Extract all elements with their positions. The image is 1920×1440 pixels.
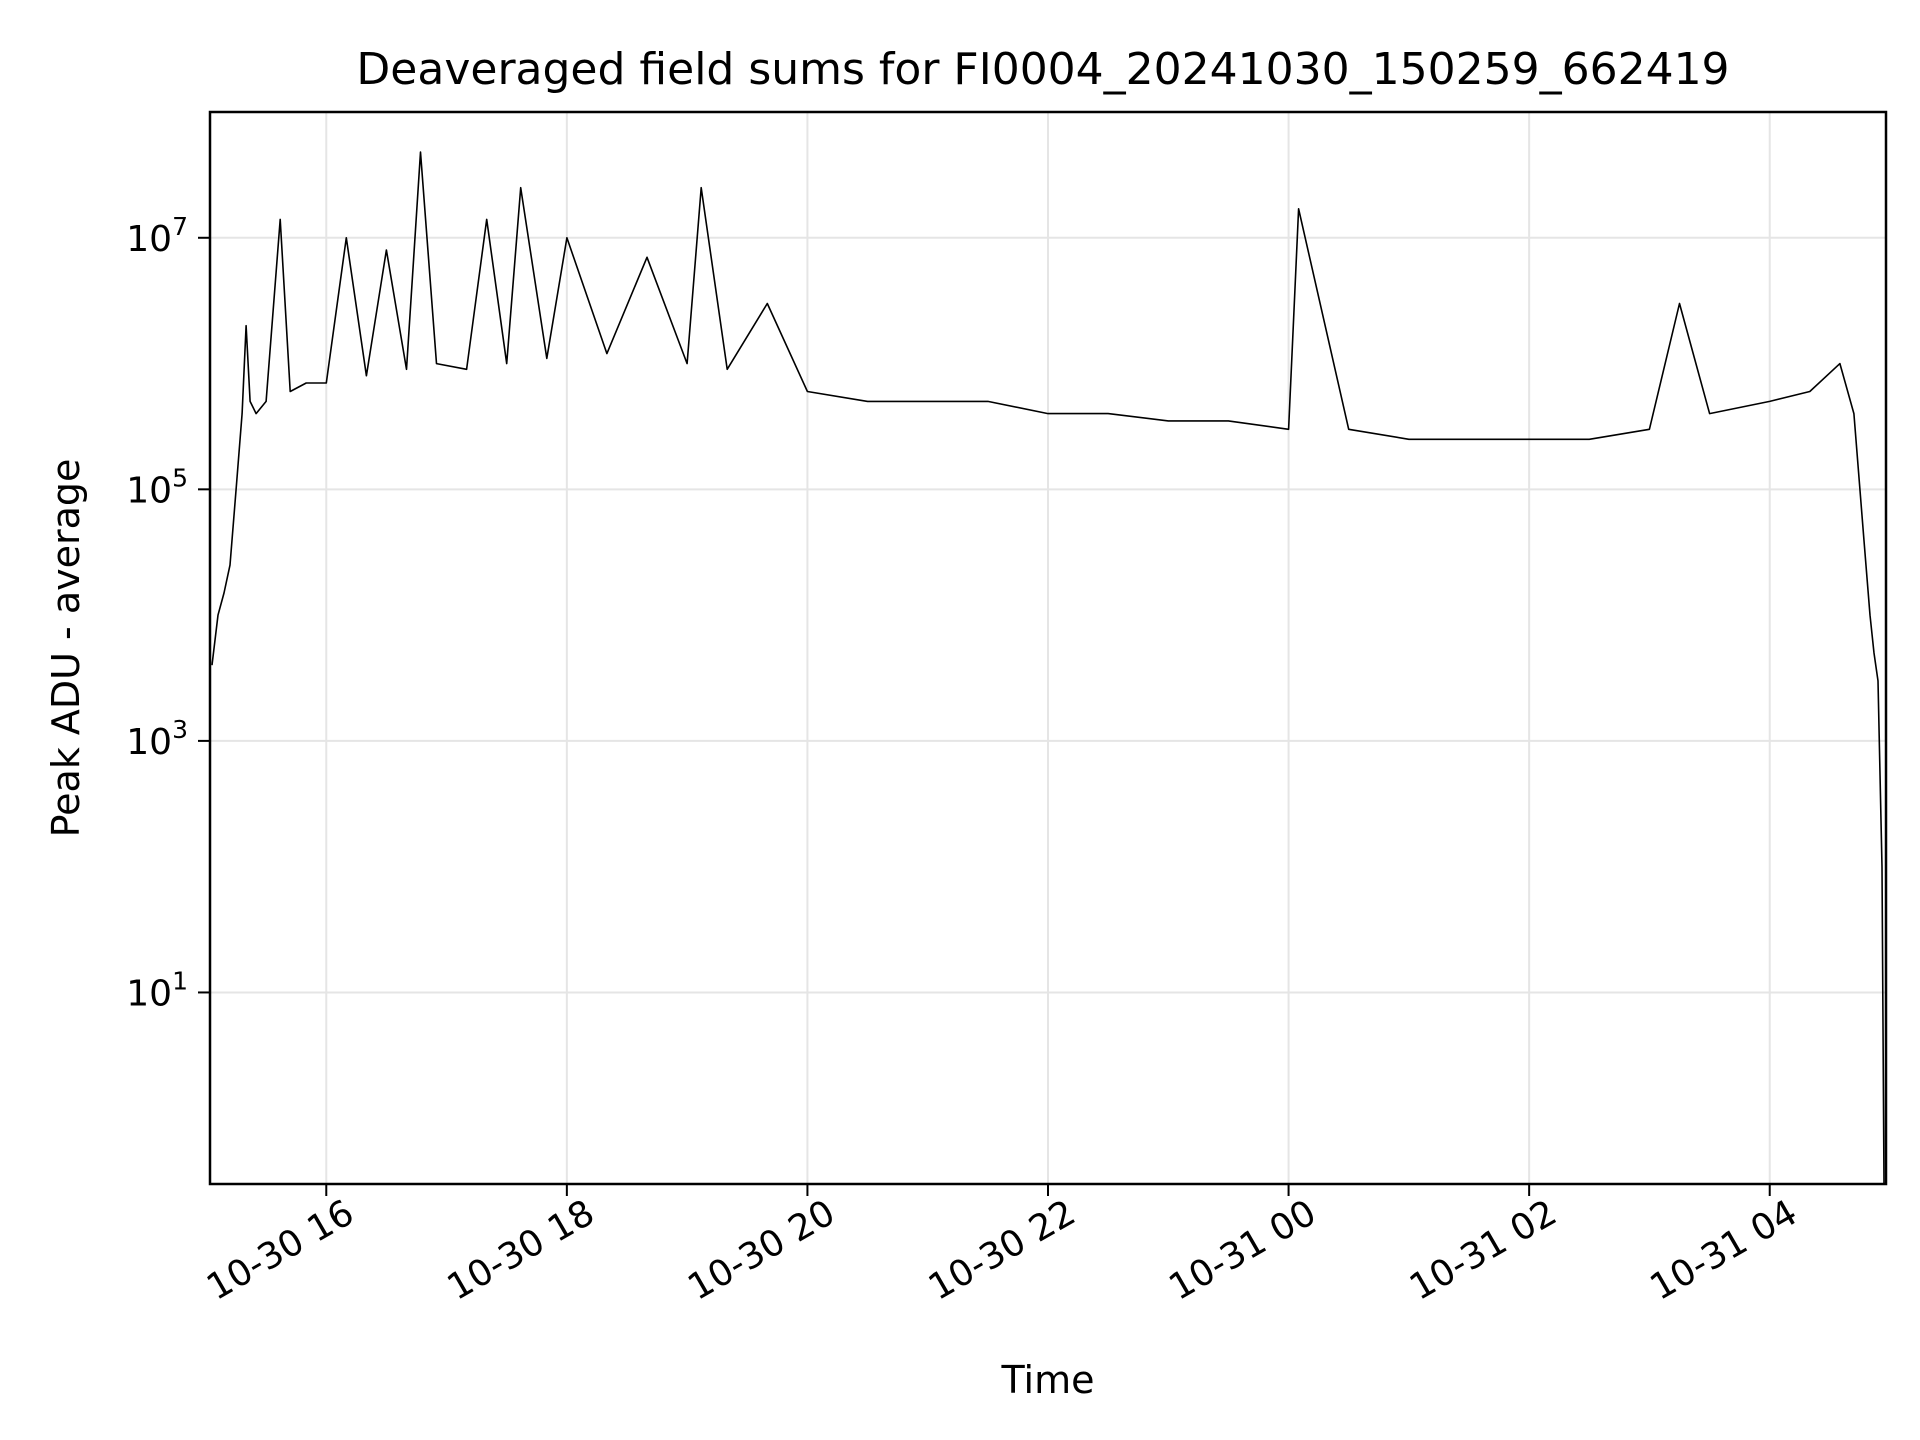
x-axis-ticks: 10-30 16 10-30 18 10-30 20 10-30 22 10-31 00…	[200, 1184, 1804, 1309]
y-tick-label: 103	[126, 715, 188, 763]
y-axis-label: Peak ADU - average	[44, 459, 88, 838]
y-tick-exponent: 3	[172, 715, 188, 744]
y-tick-exponent: 5	[172, 463, 188, 492]
x-tick-label: 10-31 02	[1403, 1192, 1564, 1308]
y-tick-exponent: 1	[172, 966, 188, 995]
x-tick-label: 10-31 04	[1644, 1192, 1805, 1308]
y-tick-base: 10	[126, 722, 172, 763]
x-tick-label: 10-31 00	[1162, 1192, 1323, 1308]
x-tick-label: 10-30 20	[681, 1192, 842, 1308]
y-tick-label: 101	[126, 966, 188, 1014]
x-tick-label: 10-30 16	[200, 1192, 361, 1308]
plot-area	[211, 151, 1885, 1185]
y-tick-base: 10	[126, 219, 172, 260]
y-tick-base: 10	[126, 973, 172, 1014]
chart-title: Deaveraged field sums for FI0004_2024103…	[356, 44, 1729, 95]
y-tick-label: 105	[126, 463, 188, 511]
y-tick-label: 107	[126, 212, 188, 260]
y-tick-base: 10	[126, 470, 172, 511]
x-tick-label: 10-30 18	[441, 1192, 602, 1308]
x-axis-label: Time	[1001, 1358, 1095, 1402]
y-tick-exponent: 7	[172, 212, 188, 241]
series-line	[211, 151, 1885, 1185]
grid	[210, 112, 1886, 1184]
x-tick-label: 10-30 22	[922, 1192, 1083, 1308]
